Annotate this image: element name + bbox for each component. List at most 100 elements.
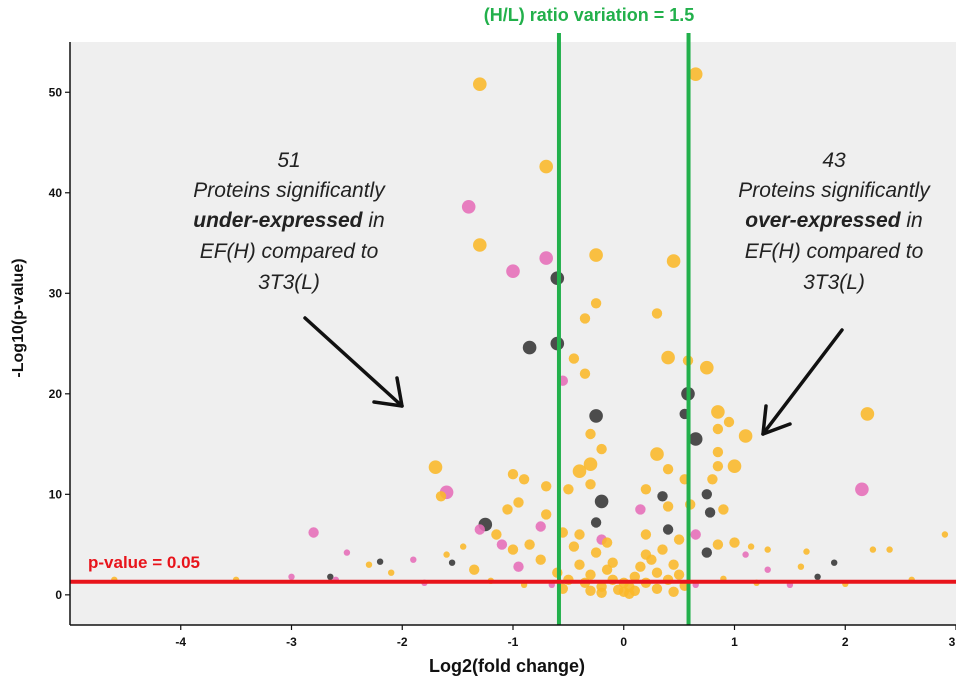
- data-point-orange: [711, 405, 725, 419]
- data-point-orange: [585, 585, 596, 596]
- data-point-orange: [651, 583, 663, 594]
- arrow-left: [303, 316, 404, 408]
- annotation-left-line3: EF(H) compared to: [200, 240, 379, 263]
- data-point-black: [701, 547, 712, 558]
- data-point-pink: [308, 527, 319, 538]
- annotation-right-line3: EF(H) compared to: [745, 240, 924, 263]
- annotation-left-suffix: in: [363, 209, 385, 232]
- data-point-orange: [524, 539, 535, 550]
- data-point-pink: [288, 573, 295, 580]
- data-point-orange: [579, 368, 591, 379]
- data-point-pink: [410, 556, 417, 563]
- data-point-orange: [574, 529, 585, 540]
- data-point-orange: [574, 559, 585, 570]
- data-point-black: [704, 507, 716, 518]
- data-point-pink: [535, 521, 546, 532]
- data-point-orange: [535, 554, 546, 565]
- data-point-black: [589, 409, 603, 423]
- data-point-orange: [712, 539, 724, 550]
- data-point-orange: [428, 460, 443, 475]
- data-point-orange: [651, 567, 663, 578]
- data-point-pink: [461, 200, 476, 214]
- data-point-orange: [596, 443, 607, 455]
- annotation-right-line2: over-expressed in: [745, 209, 922, 232]
- x-axis-label: Log2(fold change): [429, 656, 585, 676]
- data-point-orange: [700, 360, 714, 375]
- data-point-pink: [539, 251, 553, 265]
- y-tick-label: 30: [49, 286, 63, 300]
- data-point-black: [831, 559, 838, 566]
- data-point-orange: [712, 461, 724, 472]
- data-point-orange: [568, 541, 580, 552]
- data-point-orange: [473, 77, 487, 91]
- data-point-orange: [803, 548, 810, 555]
- data-point-orange: [729, 537, 740, 548]
- data-point-orange: [662, 501, 674, 512]
- data-point-orange: [941, 531, 949, 538]
- data-point-pink: [506, 264, 520, 279]
- data-point-orange: [539, 159, 553, 174]
- data-point-orange: [718, 504, 729, 515]
- plot-background: [70, 42, 956, 625]
- data-point-orange: [650, 447, 664, 461]
- data-point-orange: [589, 248, 603, 262]
- data-point-orange: [563, 484, 574, 495]
- annotation-right: 43 Proteins significantly over-expressed…: [738, 149, 931, 294]
- data-point-orange: [640, 484, 652, 495]
- annotation-right-suffix: in: [901, 209, 923, 232]
- data-point-orange: [388, 569, 395, 576]
- data-point-orange: [365, 561, 373, 568]
- data-point-pink: [855, 482, 869, 497]
- y-tick-label: 0: [55, 588, 62, 602]
- data-point-orange: [502, 504, 513, 515]
- data-point-pink: [764, 566, 771, 573]
- data-point-orange: [668, 559, 679, 570]
- data-point-orange: [601, 537, 613, 548]
- data-point-orange: [624, 588, 635, 599]
- data-point-orange: [886, 546, 893, 553]
- data-point-orange: [657, 544, 668, 555]
- data-point-orange: [541, 509, 552, 520]
- y-tick-label: 10: [49, 487, 63, 501]
- data-point-orange: [727, 459, 742, 474]
- data-point-black: [688, 432, 703, 446]
- annotation-left-bold: under-expressed: [193, 209, 363, 232]
- data-point-orange: [688, 67, 703, 81]
- data-point-black: [701, 489, 712, 500]
- data-point-orange: [579, 313, 591, 324]
- data-point-orange: [572, 464, 587, 479]
- data-point-orange: [585, 428, 596, 440]
- annotation-right-line4: 3T3(L): [803, 271, 865, 294]
- data-point-pink: [496, 539, 508, 550]
- annotation-left-line4: 3T3(L): [258, 271, 320, 294]
- data-point-black: [657, 491, 668, 502]
- p-threshold-label: p-value = 0.05: [88, 553, 200, 572]
- x-tick-label: -1: [508, 635, 519, 649]
- annotation-left: 51 Proteins significantly under-expresse…: [193, 149, 386, 294]
- data-point-black: [814, 573, 821, 580]
- data-point-orange: [651, 308, 663, 319]
- x-tick-label: 0: [620, 635, 627, 649]
- data-point-pink: [513, 561, 524, 572]
- data-point-black: [590, 517, 602, 528]
- x-tick-label: -3: [286, 635, 297, 649]
- y-tick-label: 40: [49, 186, 63, 200]
- data-point-orange: [661, 350, 675, 365]
- data-point-orange: [668, 586, 679, 597]
- data-point-pink: [690, 529, 701, 540]
- data-point-orange: [629, 571, 640, 582]
- data-point-orange: [473, 238, 487, 252]
- data-point-orange: [585, 569, 596, 580]
- data-point-orange: [435, 491, 447, 502]
- y-tick-label: 50: [49, 85, 63, 99]
- data-point-orange: [443, 551, 450, 558]
- annotation-left-line1: Proteins significantly: [193, 179, 386, 202]
- data-point-pink: [742, 551, 749, 558]
- data-point-orange: [662, 464, 674, 475]
- data-point-orange: [596, 587, 607, 598]
- x-tick-label: -2: [397, 635, 408, 649]
- data-point-orange: [491, 529, 502, 540]
- data-point-orange: [518, 474, 530, 485]
